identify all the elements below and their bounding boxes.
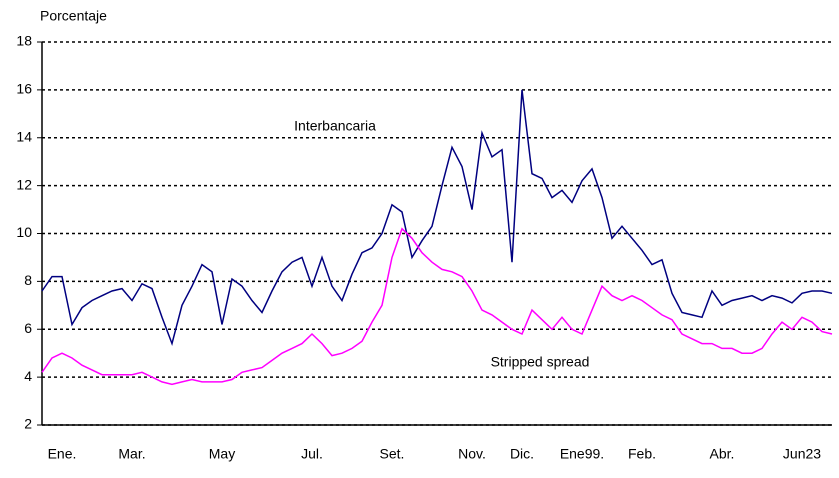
- y-tick-label: 18: [16, 33, 32, 49]
- x-tick-label: Jun23: [783, 446, 821, 462]
- y-tick-label: 12: [16, 176, 32, 192]
- x-tick-label: Nov.: [458, 446, 486, 462]
- annotation: Stripped spread: [491, 354, 590, 370]
- series-line: [41, 89, 833, 347]
- y-tick-label: 2: [24, 416, 32, 432]
- y-tick-label: 4: [24, 368, 32, 384]
- y-tick-label: 10: [16, 224, 32, 240]
- x-tick-label: Jul.: [301, 446, 323, 462]
- x-tick-label: Set.: [380, 446, 405, 462]
- y-tick-label: 8: [24, 272, 32, 288]
- y-axis-label: Porcentaje: [40, 8, 107, 24]
- x-tick-label: Abr.: [710, 446, 735, 462]
- y-tick-label: 16: [16, 81, 32, 97]
- x-tick-label: Mar.: [118, 446, 145, 462]
- x-tick-label: Feb.: [628, 446, 656, 462]
- x-tick-label: Ene99.: [560, 446, 604, 462]
- x-tick-label: Ene.: [48, 446, 77, 462]
- series-line: [41, 227, 833, 386]
- y-tick-label: 14: [16, 128, 32, 144]
- x-tick-label: Dic.: [510, 446, 534, 462]
- annotation: Interbancaria: [294, 118, 376, 134]
- y-tick-label: 6: [24, 320, 32, 336]
- x-tick-label: May: [209, 446, 235, 462]
